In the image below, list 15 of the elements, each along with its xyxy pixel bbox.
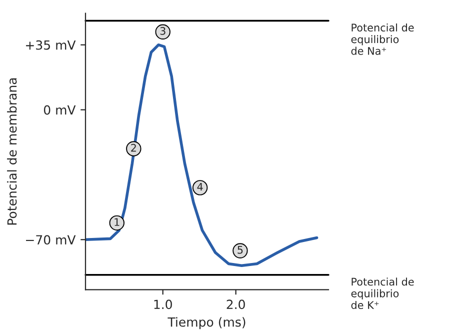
annotation: 3 bbox=[160, 27, 166, 35]
annotation: 5 bbox=[238, 246, 243, 254]
x-tick-label: 1.0 bbox=[154, 300, 172, 310]
y-tick-label: −70 mV bbox=[26, 235, 76, 245]
ref-line-label: Potencial de equilibrio de Na⁺ bbox=[351, 23, 414, 55]
line-series bbox=[86, 43, 318, 267]
y-axis-title: Potencial de membrana bbox=[7, 78, 17, 225]
y-tick-label: 0 mV bbox=[44, 105, 76, 115]
x-axis-title: Tiempo (ms) bbox=[168, 317, 246, 330]
annotation: 2 bbox=[131, 144, 136, 152]
y-tick-label: +35 mV bbox=[26, 40, 76, 50]
ref-line-label: Potencial de equilibrio de K⁺ bbox=[351, 278, 414, 309]
annotation: 1 bbox=[114, 218, 120, 226]
x-tick-label: 2.0 bbox=[226, 300, 245, 310]
annotation: 4 bbox=[197, 182, 203, 191]
